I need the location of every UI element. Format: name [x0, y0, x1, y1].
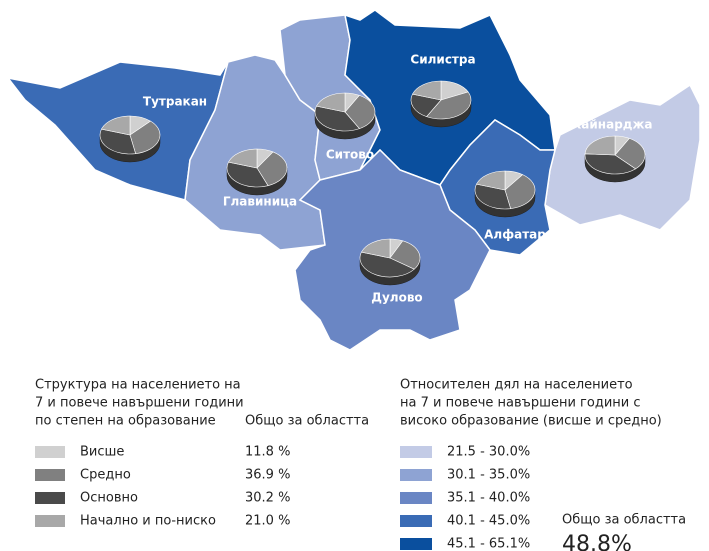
legend-swatch — [35, 492, 65, 504]
legend-label: Начално и по-ниско — [80, 514, 216, 529]
legend-title: по степен на образование — [35, 414, 216, 429]
municipality-label: Тутракан — [143, 95, 207, 109]
pie-slice — [412, 80, 442, 101]
municipality-label: Дулово — [371, 291, 422, 305]
municipality-label: Алфатар — [484, 228, 546, 242]
legend-title: Структура на населението на — [35, 378, 241, 393]
pie-slice — [228, 148, 258, 169]
legend-title: високо образование (висше и средно) — [400, 414, 662, 429]
legend-total-header: Общо за областта — [245, 414, 369, 429]
legend-swatch — [400, 538, 432, 550]
legend-label: 35.1 - 40.0% — [447, 491, 530, 506]
legend-swatch — [35, 446, 65, 458]
pie-slice — [226, 161, 269, 188]
pie-slice — [614, 137, 646, 170]
legend-value: 30.2 % — [245, 491, 290, 506]
pie-slice — [476, 170, 506, 191]
legend-swatch — [400, 469, 432, 481]
legend-label: 30.1 - 35.0% — [447, 468, 530, 483]
legend-label: Средно — [80, 468, 131, 483]
legend-label: 21.5 - 30.0% — [447, 445, 530, 460]
legend-swatch — [400, 446, 432, 458]
municipality-label: Кайнарджа — [571, 118, 652, 132]
legend-left-title: Структура на населението на 7 и повече н… — [35, 378, 369, 429]
municipality-label: Силистра — [410, 53, 475, 67]
pie-slice — [99, 128, 137, 155]
legend-label: Основно — [80, 491, 138, 506]
legend-value: 21.0 % — [245, 514, 290, 529]
legend-label: 45.1 - 65.1% — [447, 537, 530, 551]
pie-slice — [474, 183, 512, 210]
pie-slice — [504, 174, 536, 209]
legend-title: на 7 и повече навършени години с — [400, 396, 641, 411]
pie-slice — [256, 151, 288, 187]
pie-slice — [361, 238, 391, 259]
legend-swatch — [400, 492, 432, 504]
municipality-label: Главиница — [223, 195, 297, 209]
legend-value: 36.9 % — [245, 468, 290, 483]
legend-label: Висше — [80, 445, 124, 460]
legend-label: 40.1 - 45.0% — [447, 514, 530, 529]
pie-slice — [584, 135, 616, 156]
regions — [6, 9, 701, 351]
legend-total: 48.8% — [562, 532, 632, 551]
pie-slice — [389, 240, 421, 270]
pie-slice — [316, 92, 346, 113]
pie-slice — [426, 91, 472, 120]
pie-slice — [314, 105, 360, 132]
legend-value: 11.8 % — [245, 445, 290, 460]
pie-slice — [129, 120, 161, 154]
legend-title: 7 и повече навършени години — [35, 396, 244, 411]
legend-swatch — [400, 515, 432, 527]
pie-slice — [359, 251, 415, 278]
legend-right-title: Относителен дял на населението на 7 и по… — [400, 378, 686, 551]
pie-slice — [584, 153, 637, 175]
legend-swatch — [35, 469, 65, 481]
legend-title: Относителен дял на населението — [400, 378, 633, 393]
legend-swatch — [35, 515, 65, 527]
legend-total-header: Общо за областта — [562, 513, 686, 528]
pie-slice — [101, 115, 131, 136]
municipality-label: Ситово — [326, 148, 374, 162]
pie-slice — [410, 93, 442, 118]
